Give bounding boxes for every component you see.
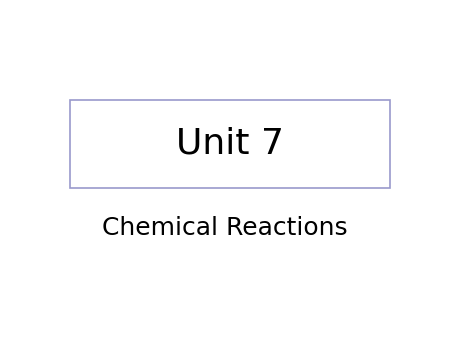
Text: Chemical Reactions: Chemical Reactions [102,216,348,240]
Text: Unit 7: Unit 7 [176,127,284,161]
FancyBboxPatch shape [70,100,390,188]
